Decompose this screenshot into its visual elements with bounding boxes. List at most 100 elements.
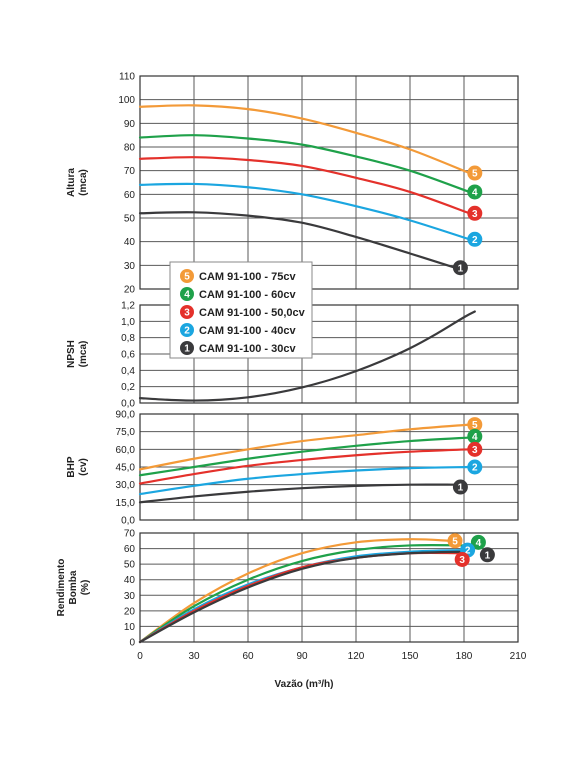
y-tick-label: 1,2: [121, 301, 135, 312]
series-line-1: [138, 211, 457, 269]
y-tick-label: 90,0: [116, 410, 136, 421]
series-badge-1: [452, 479, 468, 495]
legend-badge-4: [180, 287, 194, 301]
x-tick-label: 210: [510, 651, 527, 662]
y-tick-label: 110: [119, 72, 135, 83]
series-badge-label: 2: [465, 546, 471, 557]
y-tick-label: 0,4: [121, 366, 135, 377]
legend-badge-label: 4: [184, 290, 190, 301]
series-badge-label: 5: [452, 536, 458, 547]
y-tick-label: 0,6: [121, 350, 135, 361]
series-badge-label: 1: [458, 263, 464, 274]
legend-badge-label: 1: [184, 344, 190, 355]
series-line-1: [138, 550, 469, 644]
legend-badge-2: [180, 323, 194, 337]
panel-frame: [139, 413, 519, 521]
series-line-npsh: [138, 310, 476, 402]
series-badge-label: 3: [472, 445, 478, 456]
y-tick-label: 0,8: [121, 333, 135, 344]
y-tick-label: 70: [124, 166, 136, 177]
series-badge-3: [467, 205, 483, 221]
legend-badge-3: [180, 305, 194, 319]
series-line-5: [138, 104, 471, 175]
series-badge-label: 1: [485, 550, 491, 561]
panel-frame: [139, 304, 519, 404]
panel-frame: [139, 75, 519, 290]
legend-badge-label: 5: [184, 272, 190, 283]
y-tick-label: 30: [124, 261, 136, 272]
y-tick-label: 60: [124, 544, 136, 555]
series-badge-label: 4: [472, 432, 478, 443]
series-line-3: [138, 156, 471, 215]
series-badge-label: 4: [472, 188, 478, 199]
y-tick-label: 20: [124, 606, 136, 617]
legend-badge-label: 2: [184, 326, 190, 337]
series-line-4: [138, 544, 471, 644]
series-line-2: [138, 465, 471, 496]
y-tick-label: 70: [124, 529, 136, 540]
x-tick-label: 0: [137, 651, 143, 662]
y-tick-label: 0: [129, 638, 135, 649]
y-tick-label: 30,0: [116, 480, 136, 491]
series-badge-5: [447, 533, 463, 549]
series-line-3: [138, 448, 471, 485]
legend-badge-5: [180, 269, 194, 283]
series-badge-label: 2: [472, 463, 478, 474]
y-tick-label: 20: [124, 285, 136, 296]
y-tick-label: 50: [124, 214, 136, 225]
series-line-4: [138, 134, 471, 194]
series-badge-2: [467, 459, 483, 475]
series-badge-4: [467, 428, 483, 444]
series-badge-label: 1: [458, 483, 464, 494]
y-tick-label: 40: [124, 575, 136, 586]
y-tick-label: 60: [124, 190, 136, 201]
series-badge-5: [467, 165, 483, 181]
x-tick-label: 150: [402, 651, 419, 662]
series-badge-label: 5: [472, 420, 478, 431]
series-badge-1: [452, 260, 468, 276]
y-axis-title: BHP(cv): [66, 456, 89, 477]
y-tick-label: 0,0: [121, 399, 135, 410]
y-axis-title: Altura(mca): [66, 168, 89, 197]
y-tick-label: 0,0: [121, 516, 135, 527]
y-axis-title: RendimentoBomba(%): [56, 559, 91, 617]
x-axis-title: Vazão (m³/h): [275, 679, 334, 690]
legend-entry-label: CAM 91-100 - 50,0cv: [199, 307, 306, 319]
series-badge-label: 5: [472, 169, 478, 180]
series-line-1: [138, 483, 457, 504]
y-tick-label: 10: [124, 622, 136, 633]
y-tick-label: 90: [124, 119, 136, 130]
x-tick-label: 30: [188, 651, 200, 662]
y-tick-label: 40: [124, 237, 136, 248]
series-badge-label: 3: [472, 209, 478, 220]
y-tick-label: 50: [124, 560, 136, 571]
panel-0: 20 30 40 50 60 70 80 90 100 110 Altura(mca) 5 4 3 2 1: [66, 72, 519, 296]
series-badge-1: [479, 547, 495, 563]
series-badge-5: [467, 417, 483, 433]
y-tick-label: 60,0: [116, 445, 136, 456]
series-line-2: [138, 182, 471, 241]
series-line-5: [138, 538, 451, 644]
series-badge-3: [467, 441, 483, 457]
legend-entry-label: CAM 91-100 - 30cv: [199, 343, 296, 355]
series-badge-label: 2: [472, 235, 478, 246]
x-tick-label: 60: [242, 651, 254, 662]
series-badge-4: [467, 184, 483, 200]
series-badge-label: 4: [476, 538, 482, 549]
panel-2: 0,0 15,0 30,0 45,0 60,0 75,0 90,0 BHP(cv) 54 3 21: [66, 410, 519, 527]
x-tick-label: 90: [296, 651, 308, 662]
legend-badge-label: 3: [184, 308, 190, 319]
y-tick-label: 45,0: [116, 463, 136, 474]
legend: 5 CAM 91-100 - 75cv 4 CAM 91-100 - 60cv 3 CAM…: [169, 261, 313, 359]
y-tick-label: 15,0: [116, 498, 136, 509]
series-line-4: [138, 436, 471, 477]
series-badge-3: [454, 551, 470, 567]
x-tick-label: 180: [456, 651, 473, 662]
y-tick-label: 30: [124, 591, 136, 602]
series-badge-label: 3: [459, 555, 465, 566]
series-badge-4: [470, 534, 486, 550]
y-tick-label: 100: [118, 95, 135, 106]
y-tick-label: 1,0: [121, 317, 135, 328]
